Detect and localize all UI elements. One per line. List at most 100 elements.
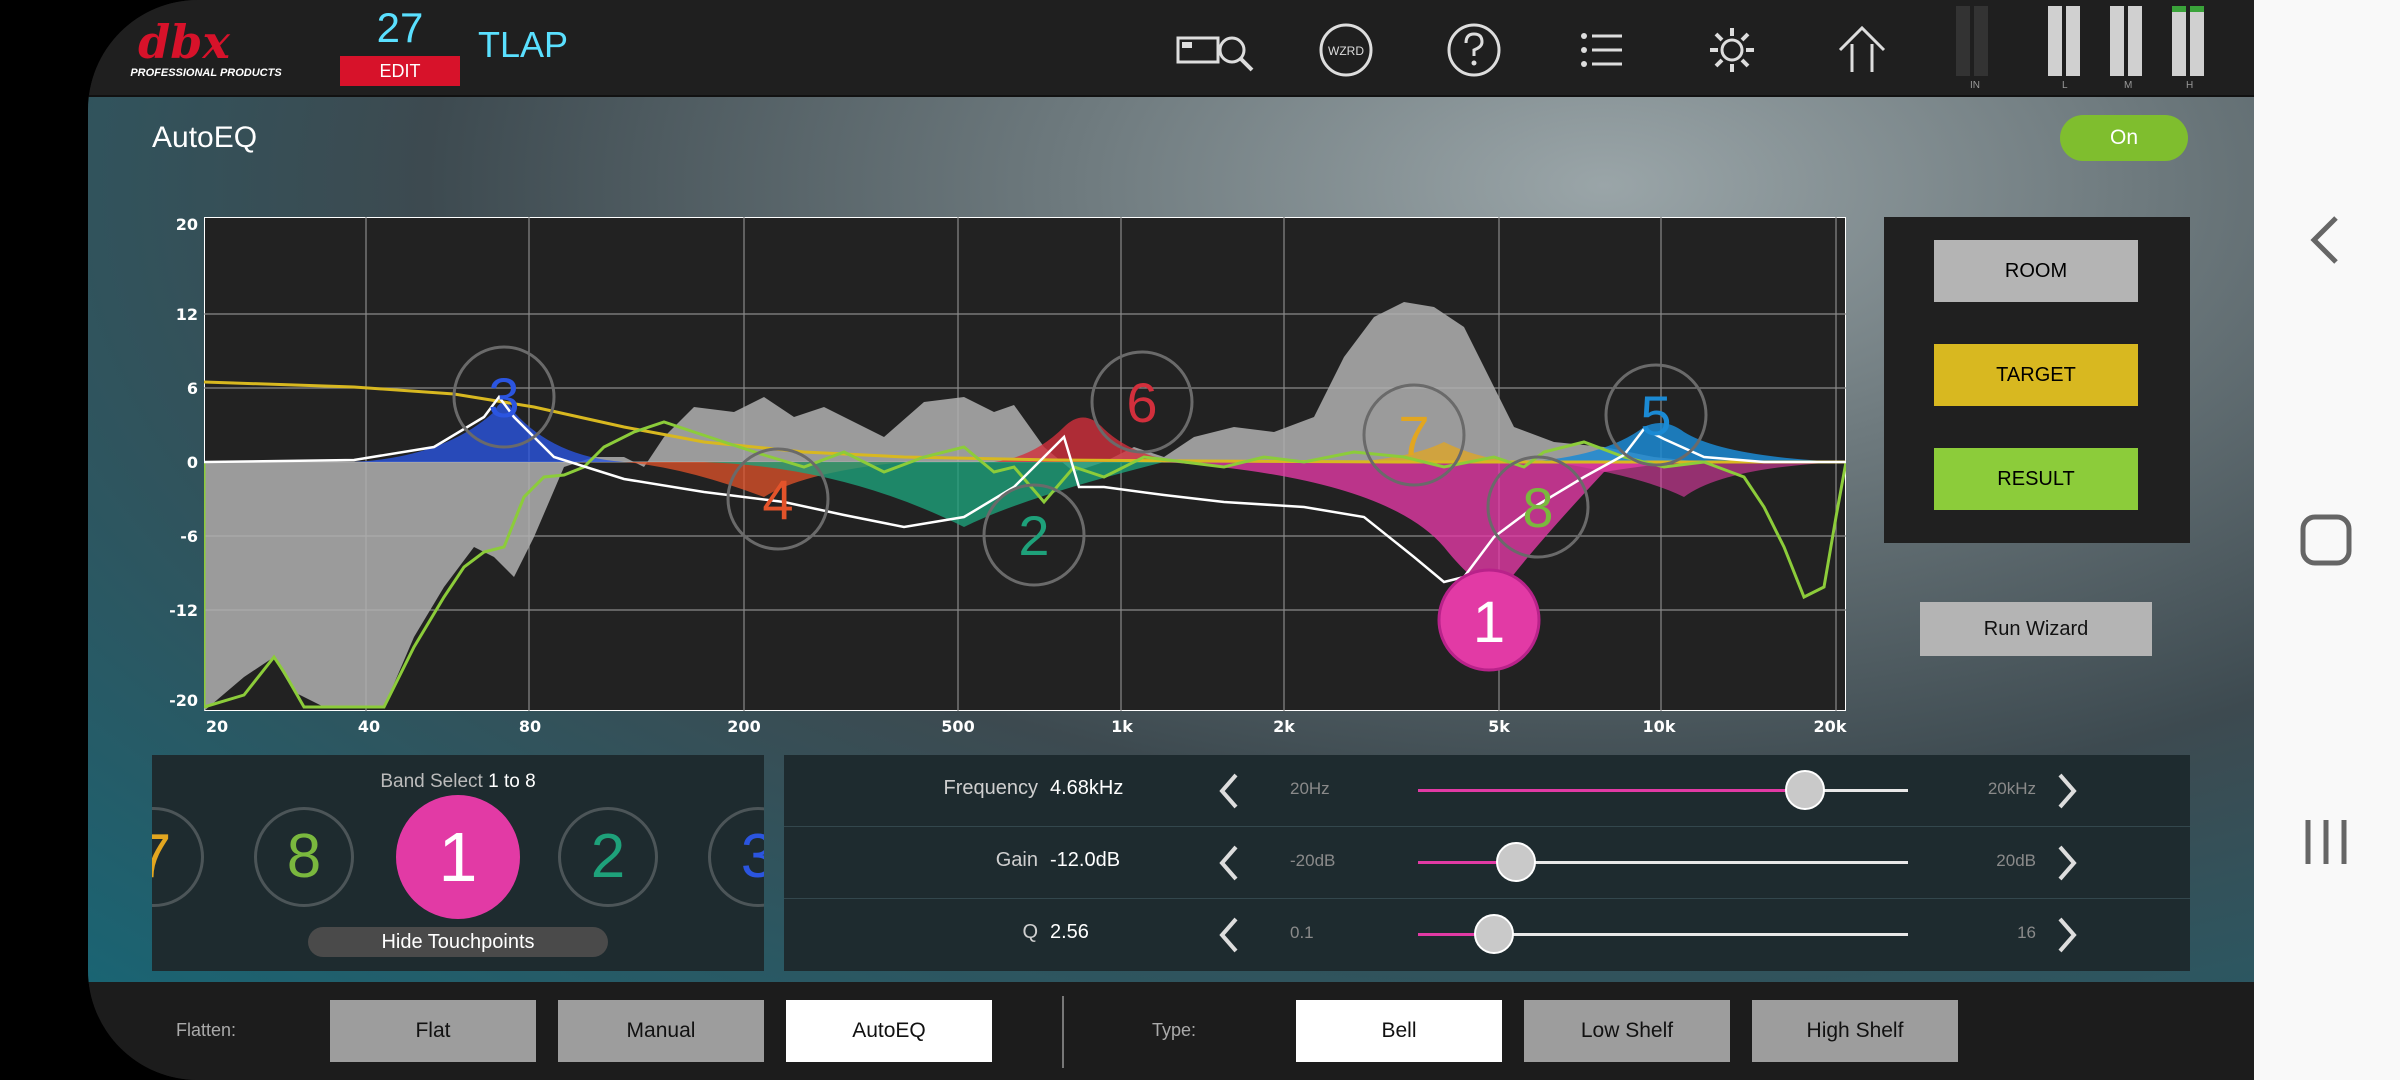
band-marker-label: 5 bbox=[1640, 384, 1671, 447]
gain-increase-icon[interactable] bbox=[2046, 841, 2086, 885]
band-marker-3[interactable]: 3 bbox=[452, 345, 556, 449]
meter-l-1 bbox=[2048, 6, 2062, 76]
band-select-8[interactable]: 8 bbox=[254, 807, 354, 907]
bottom-divider bbox=[1062, 996, 1064, 1068]
gain-slider-fill bbox=[1418, 861, 1516, 864]
band-parameters: Frequency 4.68kHz 20Hz 20kHz Gain -12.0d… bbox=[784, 755, 2190, 971]
y-tick-label: -6 bbox=[180, 527, 198, 546]
gain-row: Gain -12.0dB -20dB 20dB bbox=[784, 827, 2190, 899]
y-tick-label: 20 bbox=[175, 215, 198, 234]
band-marker-4[interactable]: 4 bbox=[726, 447, 830, 551]
band-marker-label: 1 bbox=[1473, 590, 1505, 655]
svg-text:PROFESSIONAL PRODUCTS: PROFESSIONAL PRODUCTS bbox=[130, 67, 282, 79]
meter-h-1 bbox=[2172, 6, 2186, 76]
flatten-autoeq-button[interactable]: AutoEQ bbox=[786, 1000, 992, 1062]
y-tick-label: -12 bbox=[169, 601, 198, 620]
band-select-7[interactable]: 7 bbox=[152, 807, 204, 907]
flatten-label: Flatten: bbox=[176, 1020, 237, 1040]
band-select-title: Band Select 1 to 8 bbox=[152, 771, 764, 793]
band-marker-6[interactable]: 6 bbox=[1090, 350, 1194, 454]
band-1-fill bbox=[1164, 462, 1704, 589]
help-icon[interactable] bbox=[1444, 20, 1504, 80]
band-8-fill bbox=[1554, 462, 1846, 497]
q-decrease-icon[interactable] bbox=[1210, 913, 1250, 957]
meter-m-2 bbox=[2128, 6, 2142, 76]
hide-touchpoints-button[interactable]: Hide Touchpoints bbox=[308, 927, 608, 957]
frequency-decrease-icon[interactable] bbox=[1210, 769, 1250, 813]
q-slider-thumb[interactable] bbox=[1473, 914, 1514, 954]
q-max: 16 bbox=[2017, 923, 2036, 942]
y-tick-label: 12 bbox=[175, 305, 198, 324]
rta-mic-icon[interactable] bbox=[1174, 20, 1258, 80]
frequency-slider-thumb[interactable] bbox=[1785, 770, 1826, 810]
q-increase-icon[interactable] bbox=[2046, 913, 2086, 957]
band-marker-1[interactable]: 1 bbox=[1437, 568, 1541, 672]
target-curve bbox=[204, 380, 1846, 464]
home-icon[interactable] bbox=[1832, 20, 1892, 80]
band-marker-7[interactable]: 7 bbox=[1362, 383, 1466, 487]
back-icon[interactable] bbox=[2300, 210, 2350, 270]
y-tick-label: -20 bbox=[169, 691, 198, 710]
recents-icon[interactable] bbox=[2298, 814, 2354, 870]
result-button[interactable]: RESULT bbox=[1934, 448, 2138, 510]
frequency-value: 4.68kHz bbox=[1050, 777, 1124, 799]
band-marker-8[interactable]: 8 bbox=[1486, 455, 1590, 559]
x-tick-label: 20 bbox=[205, 717, 229, 736]
band-marker-2[interactable]: 2 bbox=[982, 483, 1086, 587]
band-5-fill bbox=[1524, 423, 1846, 462]
eq-graph[interactable]: 3 4 2 6 7 8 5 1 bbox=[204, 217, 1846, 711]
target-button[interactable]: TARGET bbox=[1934, 344, 2138, 406]
band-select-range: 1 to 8 bbox=[488, 771, 536, 792]
q-label: Q bbox=[1022, 921, 1038, 943]
band-select-prefix: Band Select bbox=[380, 771, 483, 792]
gain-min: -20dB bbox=[1290, 851, 1336, 870]
q-slider[interactable] bbox=[1418, 914, 1908, 954]
home-nav-icon[interactable] bbox=[2298, 512, 2354, 568]
q-value: 2.56 bbox=[1050, 921, 1089, 943]
frequency-label: Frequency bbox=[943, 777, 1039, 799]
system-nav-bar bbox=[2254, 0, 2400, 1080]
gain-value: -12.0dB bbox=[1050, 849, 1121, 871]
type-bell-button[interactable]: Bell bbox=[1296, 1000, 1502, 1062]
meter-label-m: M bbox=[2124, 80, 2133, 91]
band-select-2[interactable]: 2 bbox=[558, 807, 658, 907]
edit-button[interactable]: EDIT bbox=[340, 56, 460, 86]
frequency-increase-icon[interactable] bbox=[2046, 769, 2086, 813]
x-tick-label: 20k bbox=[1813, 717, 1847, 736]
room-button[interactable]: ROOM bbox=[1934, 240, 2138, 302]
frequency-slider[interactable] bbox=[1418, 770, 1908, 810]
x-tick-label: 2k bbox=[1273, 717, 1295, 736]
type-high-shelf-button[interactable]: High Shelf bbox=[1752, 1000, 1958, 1062]
settings-icon[interactable] bbox=[1702, 20, 1762, 80]
band-marker-label: 4 bbox=[762, 468, 793, 531]
x-tick-label: 10k bbox=[1642, 717, 1676, 736]
meter-in-1 bbox=[1956, 6, 1970, 76]
preset-name: TLAP bbox=[478, 24, 569, 65]
band-marker-label: 7 bbox=[1398, 404, 1429, 467]
meter-label-in: IN bbox=[1970, 80, 1980, 91]
flatten-manual-button[interactable]: Manual bbox=[558, 1000, 764, 1062]
list-icon[interactable] bbox=[1572, 20, 1632, 80]
frequency-row: Frequency 4.68kHz 20Hz 20kHz bbox=[784, 755, 2190, 827]
band-select-3[interactable]: 3 bbox=[708, 807, 764, 907]
band-2-fill bbox=[704, 462, 1164, 527]
y-tick-label: 6 bbox=[186, 379, 198, 398]
type-label: Type: bbox=[1152, 1020, 1197, 1040]
meter-label-h: H bbox=[2186, 80, 2194, 91]
run-wizard-button[interactable]: Run Wizard bbox=[1920, 602, 2152, 656]
autoeq-on-toggle[interactable]: On bbox=[2060, 115, 2188, 161]
wizard-icon[interactable]: WZRD bbox=[1316, 20, 1376, 80]
band-select-1[interactable]: 1 bbox=[396, 795, 520, 919]
y-tick-label: 0 bbox=[186, 453, 198, 472]
type-low-shelf-button[interactable]: Low Shelf bbox=[1524, 1000, 1730, 1062]
wizard-icon-text: WZRD bbox=[1328, 44, 1364, 58]
meter-label-l: L bbox=[2062, 80, 2068, 91]
band-marker-5[interactable]: 5 bbox=[1604, 363, 1708, 467]
meter-m-1 bbox=[2110, 6, 2124, 76]
gain-decrease-icon[interactable] bbox=[1210, 841, 1250, 885]
flatten-flat-button[interactable]: Flat bbox=[330, 1000, 536, 1062]
page-title: AutoEQ bbox=[152, 121, 258, 154]
band-marker-label: 2 bbox=[1018, 504, 1049, 567]
gain-slider-thumb[interactable] bbox=[1496, 842, 1536, 882]
gain-slider[interactable] bbox=[1418, 842, 1908, 882]
